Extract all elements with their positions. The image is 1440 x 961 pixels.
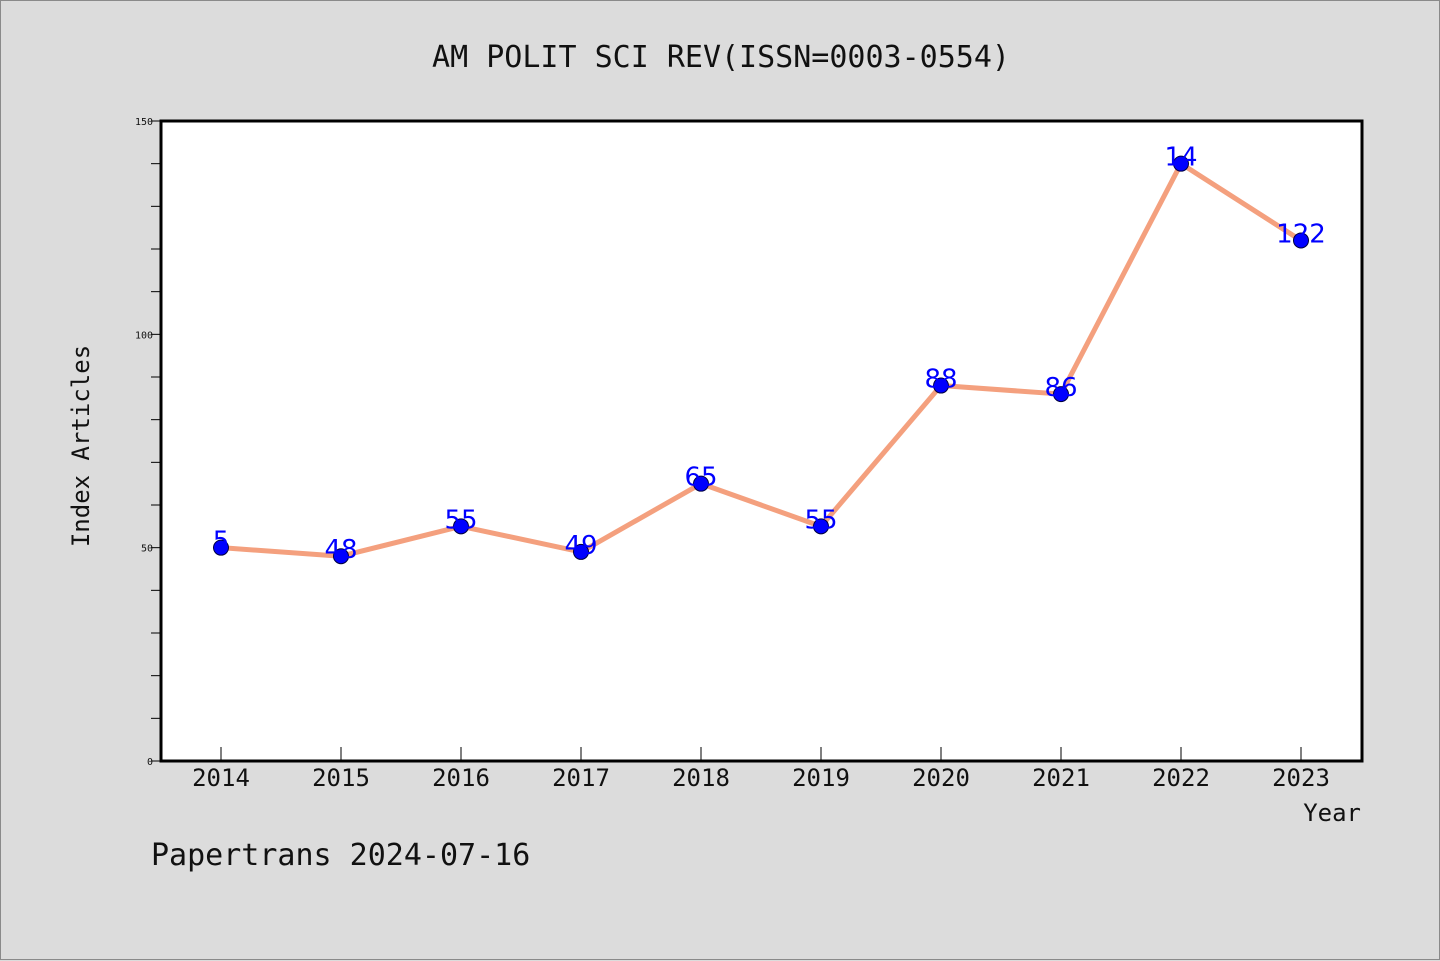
data-point xyxy=(693,475,709,492)
data-point xyxy=(453,518,469,535)
data-label: 86 xyxy=(1044,373,1077,403)
x-tick-label: 2023 xyxy=(1272,764,1330,792)
x-tick-label: 2020 xyxy=(912,764,970,792)
x-tick-label: 2022 xyxy=(1152,764,1210,792)
data-point xyxy=(213,539,229,556)
x-tick-label: 2015 xyxy=(312,764,370,792)
y-tick-label: 150 xyxy=(135,117,153,128)
footer-text: Papertrans 2024-07-16 xyxy=(151,838,530,873)
plot-area xyxy=(159,119,1364,763)
data-label: 55 xyxy=(804,505,837,535)
data-point xyxy=(813,518,829,535)
data-point xyxy=(1053,386,1069,403)
data-label: 49 xyxy=(564,531,597,561)
data-point xyxy=(1173,155,1189,172)
y-axis-title: Index Articles xyxy=(67,345,95,547)
x-tick-label: 2016 xyxy=(432,764,490,792)
data-labels: 5 48 55 49 65 55 88 86 14 122 xyxy=(213,143,1326,566)
y-tick-label: 100 xyxy=(135,330,153,341)
data-label: 65 xyxy=(684,463,717,493)
y-axis: 0 50 100 150 xyxy=(135,117,161,768)
y-tick-label: 50 xyxy=(141,544,153,555)
x-tick-label: 2019 xyxy=(792,764,850,792)
x-tick-label: 2018 xyxy=(672,764,730,792)
y-tick-label: 0 xyxy=(147,757,153,768)
data-point xyxy=(933,377,949,394)
data-label: 5 xyxy=(213,527,230,557)
data-label: 14 xyxy=(1164,143,1197,173)
x-tick-label: 2017 xyxy=(552,764,610,792)
chart-title: AM POLIT SCI REV(ISSN=0003-0554) xyxy=(432,40,1010,75)
data-point xyxy=(1293,232,1309,249)
data-label: 55 xyxy=(444,505,477,535)
data-label: 122 xyxy=(1276,219,1326,249)
x-axis-title: Year xyxy=(1303,799,1361,827)
data-label: 48 xyxy=(324,535,357,565)
series-line xyxy=(218,161,1304,559)
x-tick-label: 2021 xyxy=(1032,764,1090,792)
data-point xyxy=(573,543,589,560)
x-tick-label: 2014 xyxy=(192,764,250,792)
series-polyline xyxy=(218,161,1304,559)
series-points xyxy=(213,155,1309,565)
data-label: 88 xyxy=(924,365,957,395)
data-point xyxy=(333,548,349,565)
x-axis: 2014 2015 2016 2017 2018 2019 2020 2021 2022 2023 xyxy=(192,747,1330,792)
